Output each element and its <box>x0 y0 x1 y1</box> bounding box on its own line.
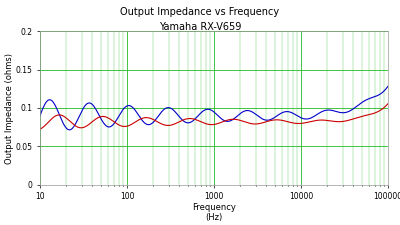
Line: 8 ohms: 8 ohms <box>40 86 388 130</box>
Legend: 8 ohms, 4 ohms: 8 ohms, 4 ohms <box>264 224 384 225</box>
4 ohms <box>302 122 306 124</box>
4 ohms <box>259 122 264 124</box>
Text: Yamaha RX-V659: Yamaha RX-V659 <box>159 22 241 32</box>
Text: Output Impedance vs Frequency: Output Impedance vs Frequency <box>120 7 280 17</box>
Y-axis label: Output Impedance (ohms): Output Impedance (ohms) <box>5 52 14 164</box>
4 ohms <box>249 122 254 125</box>
8 ohms <box>302 117 307 120</box>
8 ohms <box>38 114 42 117</box>
8 ohms <box>59 118 64 121</box>
4 ohms <box>386 102 390 105</box>
8 ohms <box>240 111 245 113</box>
4 ohms <box>38 128 42 130</box>
X-axis label: Frequency
(Hz): Frequency (Hz) <box>192 202 236 222</box>
4 ohms <box>240 120 244 122</box>
4 ohms <box>337 120 342 123</box>
8 ohms <box>338 111 342 114</box>
8 ohms <box>249 110 254 113</box>
8 ohms <box>386 85 390 88</box>
8 ohms <box>260 117 264 120</box>
4 ohms <box>59 114 64 117</box>
Line: 4 ohms: 4 ohms <box>40 104 388 129</box>
8 ohms <box>67 128 72 131</box>
